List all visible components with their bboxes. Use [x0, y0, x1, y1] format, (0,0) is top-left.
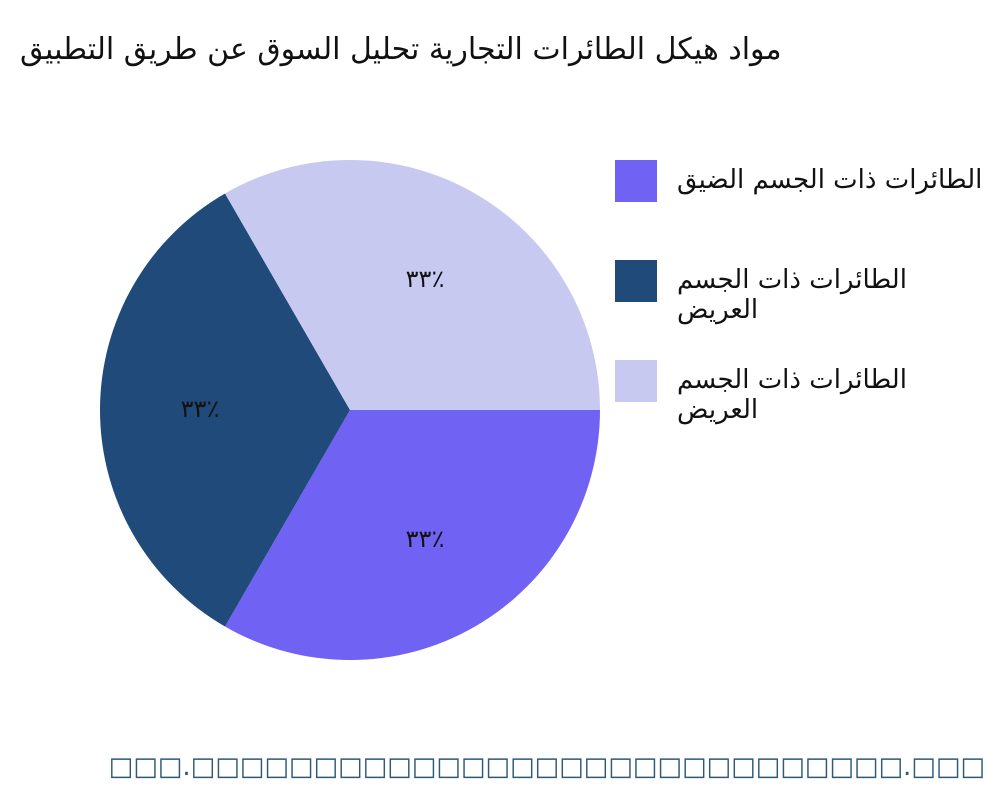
- legend-swatch: [615, 260, 657, 302]
- legend-label: الطائرات ذات الجسم العريض: [677, 265, 907, 325]
- chart-title: مواد هيكل الطائرات التجارية تحليل السوق …: [20, 32, 782, 67]
- legend-label: الطائرات ذات الجسم الضيق: [677, 165, 983, 195]
- footer: □□□.□□□□□□□□□□□□□□□□□□□□□□□□□□□□□.□□□: [108, 752, 985, 782]
- pie-slice: [225, 410, 600, 660]
- slice-label: ٣٣٪: [181, 395, 220, 423]
- legend-item: الطائرات ذات الجسم الضيق: [615, 160, 995, 220]
- legend-label: الطائرات ذات الجسم العريض: [677, 365, 907, 425]
- legend-item: الطائرات ذات الجسم العريض: [615, 260, 995, 325]
- legend-item: الطائرات ذات الجسم العريض: [615, 360, 995, 425]
- pie-slice: [225, 160, 600, 410]
- legend-swatch: [615, 360, 657, 402]
- legend-swatch: [615, 160, 657, 202]
- slice-label: ٣٣٪: [406, 525, 445, 553]
- legend: الطائرات ذات الجسم الضيق الطائرات ذات الج…: [615, 160, 995, 460]
- slice-label: ٣٣٪: [406, 265, 445, 293]
